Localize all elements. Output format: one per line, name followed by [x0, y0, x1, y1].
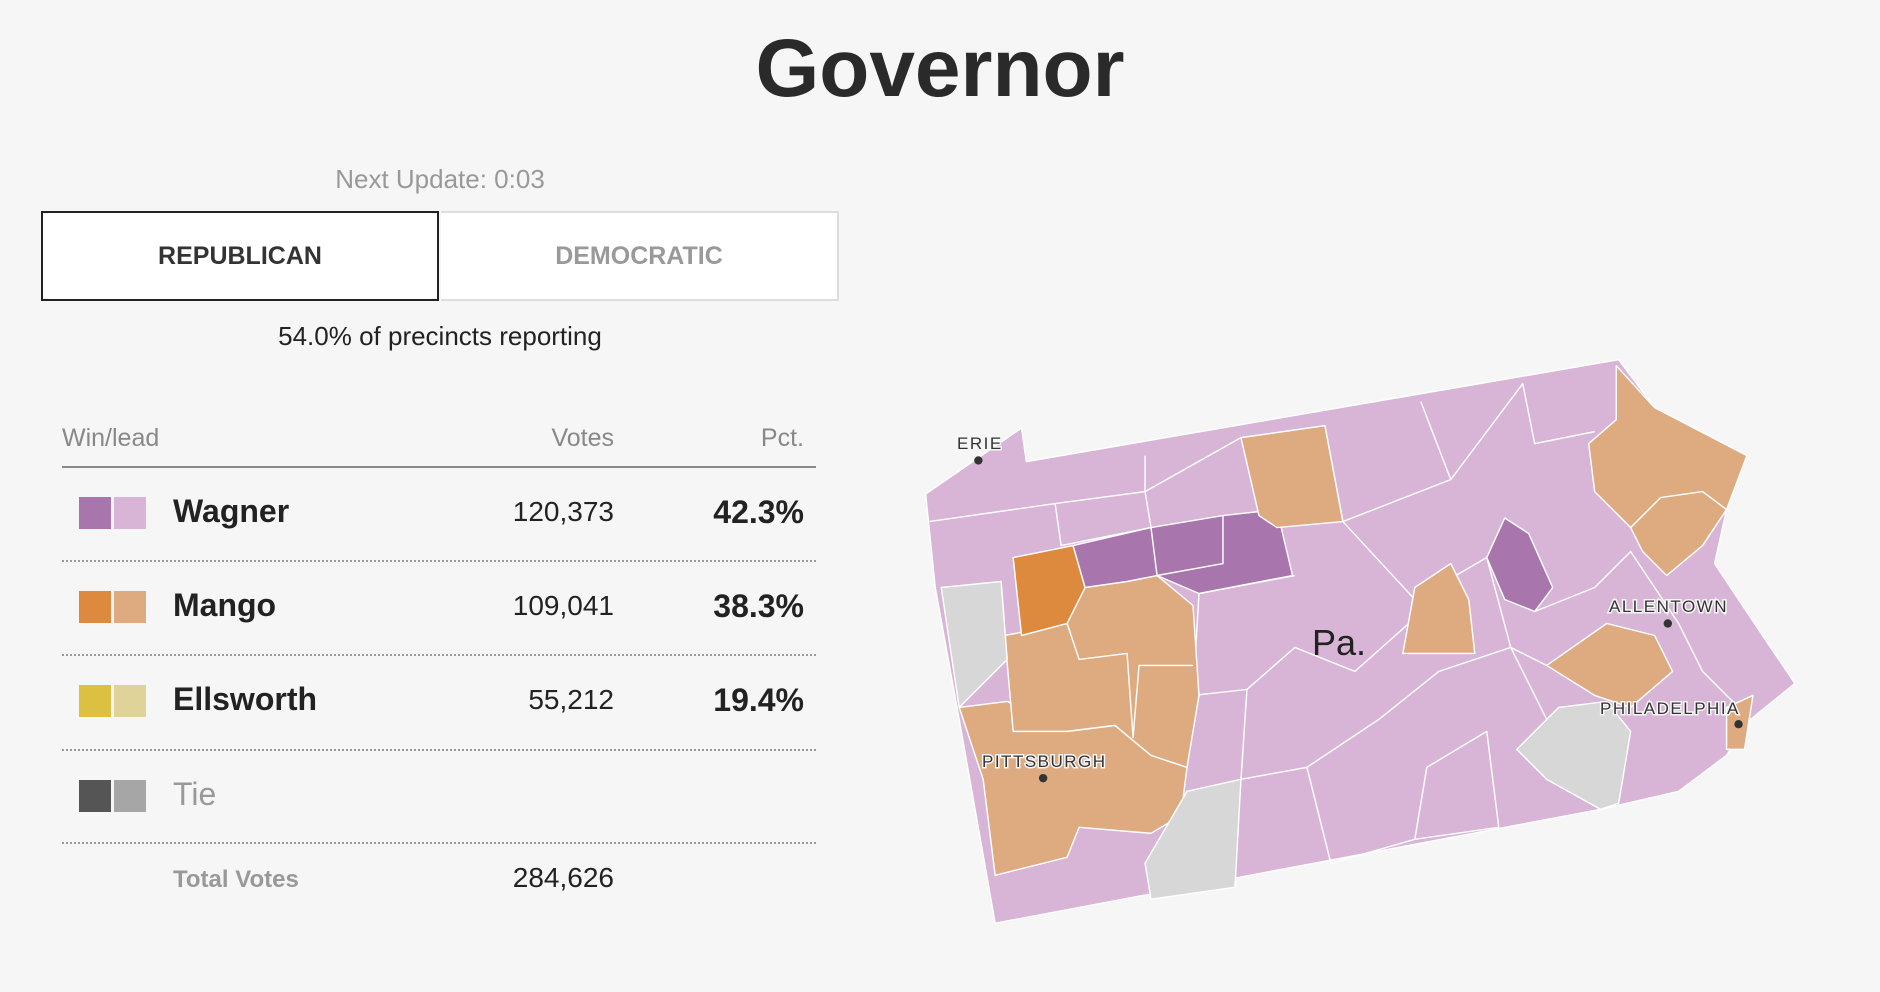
- city-label: ALLENTOWN: [1609, 597, 1728, 616]
- rule: [62, 466, 816, 468]
- separator: [62, 842, 816, 844]
- county: [1144, 778, 1242, 900]
- county-border: [1150, 515, 1224, 577]
- county-border: [929, 455, 1146, 523]
- city-dot: [1663, 619, 1673, 628]
- swatch: [79, 685, 111, 717]
- swatch: [114, 497, 146, 529]
- county: [1402, 562, 1476, 655]
- county-border: [1414, 730, 1500, 840]
- city-dot: [1038, 773, 1048, 783]
- column-header: Win/lead: [62, 424, 160, 452]
- total-votes: 284,626: [512, 862, 614, 893]
- percent: 38.3%: [713, 588, 804, 624]
- tie-row: Tie: [62, 749, 816, 843]
- candidate-name: Ellsworth: [173, 681, 318, 717]
- votes: 109,041: [512, 590, 614, 621]
- city-label: ERIE: [957, 434, 1003, 453]
- county: [1072, 508, 1294, 595]
- county: [1486, 517, 1554, 613]
- county: [1587, 364, 1748, 577]
- next-update: Next Update: 0:03: [335, 164, 545, 194]
- votes: 120,373: [512, 496, 614, 527]
- city-dot: [1734, 719, 1743, 729]
- separator: [62, 749, 816, 751]
- county-border: [1240, 689, 1499, 864]
- total-label: Total Votes: [173, 866, 299, 893]
- percent: 42.3%: [713, 494, 804, 530]
- swatch: [79, 497, 111, 529]
- candidate-row: Wagner 120,373 42.3%: [62, 466, 816, 560]
- votes: 55,212: [528, 684, 614, 715]
- county-border: [1534, 550, 1752, 720]
- county-border: [1630, 490, 1727, 529]
- candidate-row: Mango 109,041 38.3%: [62, 560, 816, 654]
- swatch: [114, 591, 146, 623]
- swatch: [79, 591, 111, 623]
- column-header: Votes: [551, 424, 614, 452]
- swatch: [79, 780, 111, 812]
- separator: [62, 560, 816, 562]
- reporting: 54.0% of precincts reporting: [278, 321, 602, 351]
- tie-label: Tie: [173, 776, 217, 812]
- county-border: [1066, 623, 1194, 739]
- city-label: PITTSBURGH: [982, 752, 1107, 771]
- column-header: Pct.: [760, 424, 804, 452]
- county: [1240, 424, 1344, 529]
- city-dot: [974, 456, 983, 465]
- separator: [62, 654, 816, 656]
- candidate-row: Ellsworth 55,212 19.4%: [62, 654, 816, 748]
- county-border: [1306, 646, 1548, 768]
- title: Governor: [755, 23, 1125, 114]
- candidate-name: Mango: [173, 587, 277, 623]
- swatch: [114, 685, 146, 717]
- county-border: [1450, 382, 1595, 481]
- city-label: PHILADELPHIA: [1600, 699, 1740, 718]
- county: [1545, 622, 1674, 709]
- state-label: Pa.: [1312, 622, 1366, 663]
- percent: 19.4%: [713, 682, 804, 718]
- swatch: [114, 780, 146, 812]
- candidate-name: Wagner: [173, 493, 290, 529]
- county: [940, 580, 1008, 709]
- tab[interactable]: REPUBLICAN: [41, 211, 439, 301]
- county: [1516, 700, 1632, 811]
- county: [1012, 544, 1086, 637]
- tab[interactable]: DEMOCRATIC: [441, 211, 839, 301]
